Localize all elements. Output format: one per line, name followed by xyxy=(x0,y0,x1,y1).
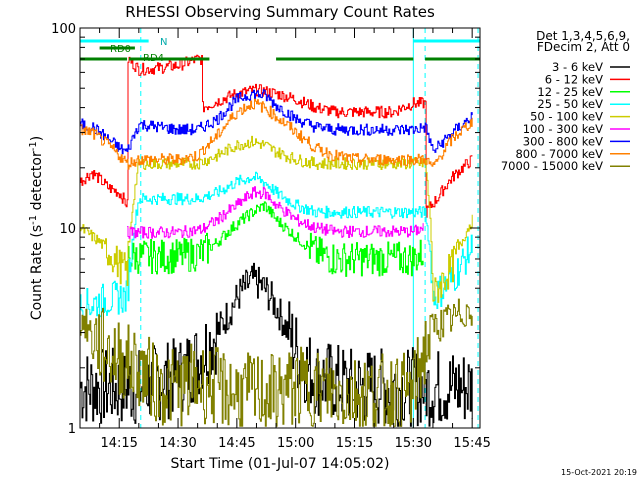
x-tick-label: 15:15 xyxy=(336,436,373,451)
footer-timestamp: 15-Oct-2021 20:19 xyxy=(561,468,637,477)
x-tick-label: 15:45 xyxy=(453,436,490,451)
legend-header-line-1: Det 1,3,4,5,6,9, xyxy=(536,29,630,43)
x-tick-label: 15:30 xyxy=(395,436,432,451)
status-bar-label: N xyxy=(160,37,167,48)
series-line xyxy=(80,54,473,218)
y-axis-label-main: Count Rate (s xyxy=(29,225,45,320)
plot-area: N RD0 RD4 1 10 100 14:15 14:30 14:45 15:00 15:15 15… xyxy=(51,22,491,451)
legend-label: 25 - 50 keV xyxy=(537,97,603,111)
x-tick-label: 14:45 xyxy=(218,436,255,451)
chart-title: RHESSI Observing Summary Count Rates xyxy=(125,3,435,21)
series-line xyxy=(127,186,424,239)
legend-label: 50 - 100 keV xyxy=(530,110,603,124)
legend-label: 7000 - 15000 keV xyxy=(501,159,603,173)
x-tick-label: 15:00 xyxy=(277,436,314,451)
y-axis-label-sup: -1 xyxy=(28,215,39,225)
series-line xyxy=(127,201,424,277)
x-tick-label: 14:30 xyxy=(159,436,196,451)
status-bar-label: RD0 xyxy=(110,44,131,55)
y-axis-label-tail: detector xyxy=(29,151,45,215)
y-axis-label-sup2: -1 xyxy=(28,141,39,151)
legend-label: 800 - 7000 keV xyxy=(515,147,603,161)
legend-label: 3 - 6 keV xyxy=(552,60,603,74)
y-axis-label-end: ) xyxy=(29,136,45,141)
y-tick-label: 100 xyxy=(51,22,76,37)
legend-label: 100 - 300 keV xyxy=(523,122,603,136)
series-line xyxy=(80,298,473,427)
x-tick-label: 14:15 xyxy=(100,436,137,451)
series-line xyxy=(80,98,473,170)
legend-label: 12 - 25 keV xyxy=(537,85,603,99)
series-line xyxy=(80,89,473,155)
legend-header-line-2: FDecim 2, Att 0 xyxy=(537,40,630,54)
x-axis-label: Start Time (01-Jul-07 14:05:02) xyxy=(170,456,389,472)
status-bar-label: RD4 xyxy=(143,53,164,64)
series-line xyxy=(80,171,473,325)
y-tick-label: 1 xyxy=(68,422,76,437)
y-axis-label: Count Rate (s-1 detector-1) xyxy=(28,136,45,320)
y-tick-label: 10 xyxy=(59,222,76,237)
legend-label: 6 - 12 keV xyxy=(545,72,603,86)
legend-label: 300 - 800 keV xyxy=(523,134,603,148)
